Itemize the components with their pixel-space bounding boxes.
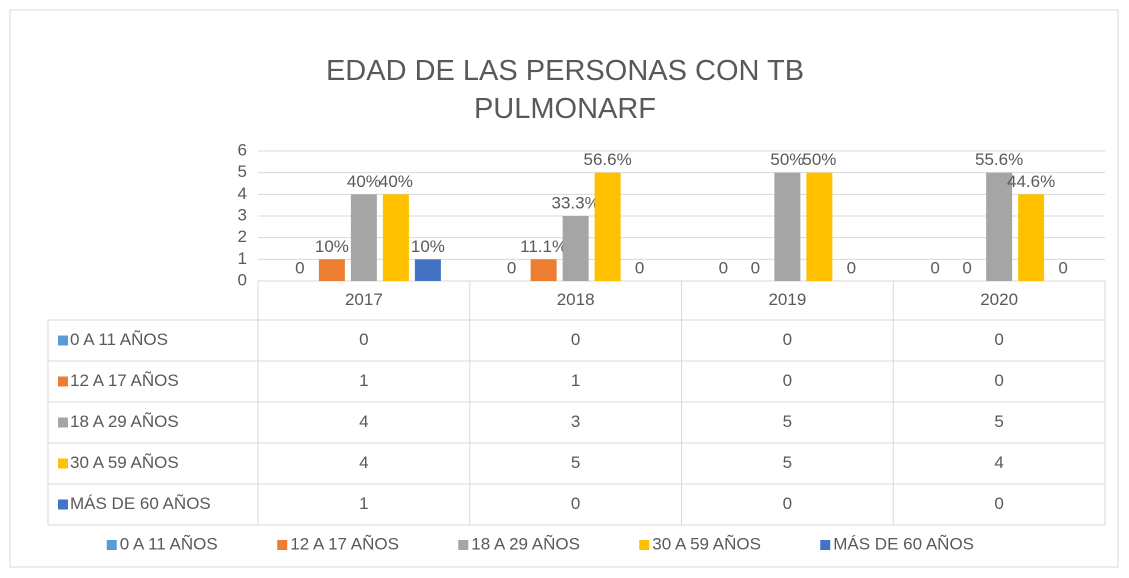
data-label: 0: [507, 258, 516, 277]
table-cell: 0: [783, 330, 792, 349]
table-cell: 3: [571, 412, 580, 431]
legend-key: [820, 540, 831, 550]
x-tick-label: 2018: [557, 290, 595, 309]
x-tick-label: 2019: [768, 290, 806, 309]
legend-label: 18 A 29 AÑOS: [471, 534, 580, 553]
table-row-label: 18 A 29 AÑOS: [70, 412, 179, 431]
legend-label: 30 A 59 AÑOS: [652, 534, 761, 553]
chart-border: [9, 9, 1119, 568]
table-cell: 0: [783, 371, 792, 390]
data-label: 0: [847, 258, 856, 277]
table-row-label: 0 A 11 AÑOS: [70, 330, 168, 349]
table-cell: 0: [571, 330, 580, 349]
table-cell: 5: [994, 412, 1003, 431]
data-label: 40%: [347, 172, 381, 191]
table-cell: 5: [783, 412, 792, 431]
data-label: 0: [635, 258, 644, 277]
legend-label: 12 A 17 AÑOS: [290, 534, 399, 553]
chart-title: EDAD DE LAS PERSONAS CON TB PULMONARF: [325, 55, 805, 125]
data-label: 33.3%: [552, 193, 600, 212]
y-tick-label: 6: [238, 140, 247, 159]
legend-key: [458, 540, 469, 550]
table-legend-key: [58, 376, 68, 387]
table-legend-key: [58, 417, 68, 428]
table-cell: 0: [571, 494, 580, 513]
data-label: 11.1%: [520, 237, 567, 256]
data-label: 0: [930, 258, 939, 277]
table-cell: 4: [359, 412, 368, 431]
bar: [414, 259, 441, 281]
data-label: 0: [295, 258, 304, 277]
data-label: 56.6%: [584, 150, 632, 169]
data-label: 10%: [315, 237, 349, 256]
table-legend-key: [58, 335, 68, 346]
bar: [530, 259, 557, 281]
legend-key: [106, 540, 117, 550]
y-tick-label: 1: [238, 249, 247, 268]
table-cell: 1: [571, 371, 580, 390]
y-tick-label: 0: [238, 270, 247, 289]
table-legend-key: [58, 499, 68, 510]
bar: [594, 172, 621, 281]
bar: [350, 194, 377, 281]
data-label: 55.6%: [975, 150, 1023, 169]
bar: [986, 172, 1013, 281]
table-row-label: 30 A 59 AÑOS: [70, 453, 179, 472]
data-label: 0: [962, 258, 971, 277]
table-cell: 0: [359, 330, 368, 349]
y-tick-label: 5: [238, 162, 247, 181]
data-label: 10%: [411, 237, 445, 256]
table-cell: 1: [359, 371, 368, 390]
table-row-label: MÁS DE 60 AÑOS: [70, 494, 211, 513]
data-label: 44.6%: [1007, 172, 1055, 191]
table-cell: 4: [994, 453, 1003, 472]
table-cell: 0: [994, 494, 1003, 513]
data-label: 50%: [802, 150, 836, 169]
table-cell: 5: [783, 453, 792, 472]
legend-key: [639, 540, 650, 550]
bar: [382, 194, 409, 281]
x-tick-label: 2020: [980, 290, 1018, 309]
legend-key: [277, 540, 288, 550]
table-legend-key: [58, 458, 68, 469]
data-label: 40%: [379, 172, 413, 191]
table-cell: 1: [359, 494, 368, 513]
table-cell: 0: [994, 330, 1003, 349]
bar: [1018, 194, 1045, 281]
bar: [318, 259, 345, 281]
legend-label: MÁS DE 60 AÑOS: [833, 534, 974, 553]
data-label: 0: [751, 258, 760, 277]
table-cell: 0: [783, 494, 792, 513]
data-label: 0: [719, 258, 728, 277]
bar: [562, 216, 589, 281]
bar: [774, 172, 801, 281]
table-cell: 5: [571, 453, 580, 472]
table-row-label: 12 A 17 AÑOS: [70, 371, 179, 390]
y-tick-label: 4: [238, 184, 247, 203]
bar: [806, 172, 833, 281]
y-tick-label: 3: [238, 205, 247, 224]
x-tick-label: 2017: [345, 290, 383, 309]
data-label: 50%: [770, 150, 804, 169]
data-label: 0: [1058, 258, 1067, 277]
table-cell: 0: [994, 371, 1003, 390]
table-cell: 4: [359, 453, 368, 472]
y-tick-label: 2: [238, 227, 247, 246]
legend-label: 0 A 11 AÑOS: [120, 534, 218, 553]
